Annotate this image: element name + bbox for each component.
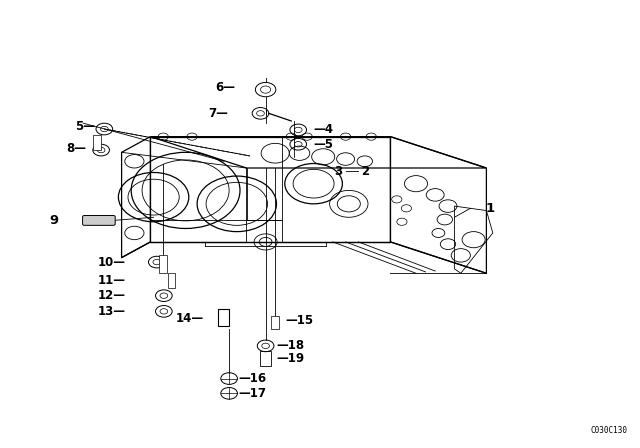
Text: —5: —5 <box>314 138 333 151</box>
Bar <box>159 255 167 273</box>
Text: —17: —17 <box>238 387 266 400</box>
Text: 3: 3 <box>334 164 342 178</box>
Text: 1: 1 <box>485 202 494 215</box>
Text: 13—: 13— <box>98 305 126 318</box>
Bar <box>271 316 279 329</box>
Text: 2: 2 <box>362 164 370 178</box>
Text: C030C130: C030C130 <box>590 426 627 435</box>
FancyBboxPatch shape <box>83 215 115 225</box>
Text: —4: —4 <box>314 123 333 137</box>
Bar <box>218 309 229 326</box>
Text: —15: —15 <box>285 314 314 327</box>
Text: 10—: 10— <box>98 255 126 269</box>
Bar <box>93 135 101 150</box>
Text: 7—: 7— <box>208 107 228 120</box>
Text: —16: —16 <box>238 372 266 385</box>
Text: 5—: 5— <box>75 120 95 133</box>
Bar <box>168 273 175 288</box>
Bar <box>260 351 271 366</box>
Text: —18: —18 <box>276 339 305 353</box>
Text: —19: —19 <box>276 352 305 365</box>
Text: 8—: 8— <box>67 142 86 155</box>
Text: 9: 9 <box>50 214 59 227</box>
Text: 14—: 14— <box>175 311 204 325</box>
Text: 12—: 12— <box>98 289 126 302</box>
Text: 6—: 6— <box>216 81 236 94</box>
Text: 11—: 11— <box>98 273 126 287</box>
